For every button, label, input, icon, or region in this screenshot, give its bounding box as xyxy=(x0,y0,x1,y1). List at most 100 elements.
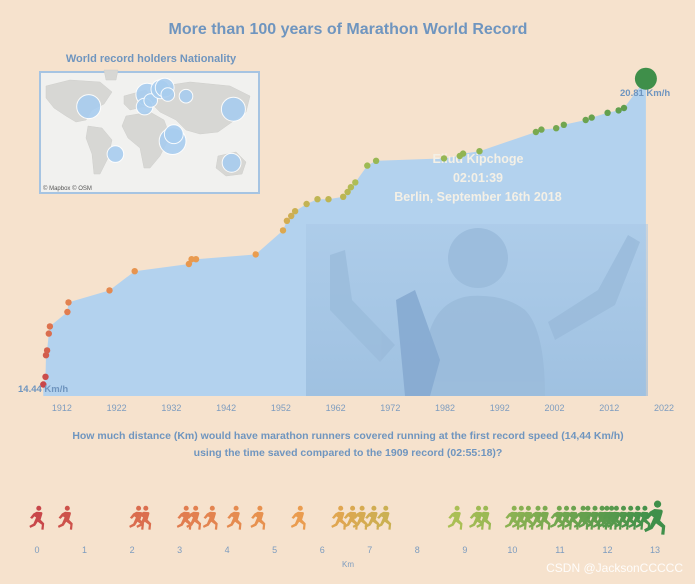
record-point[interactable] xyxy=(291,208,299,215)
year-tick-label: 1912 xyxy=(52,403,72,413)
km-tick-label: 3 xyxy=(177,545,182,555)
year-tick-label: 1962 xyxy=(326,403,346,413)
record-point[interactable] xyxy=(40,381,47,388)
africa-land xyxy=(121,111,171,169)
record-point[interactable] xyxy=(615,107,622,114)
record-point[interactable] xyxy=(42,352,50,359)
record-point[interactable] xyxy=(325,196,332,203)
flag-shape xyxy=(396,290,440,396)
record-point[interactable] xyxy=(65,299,72,306)
record-point[interactable] xyxy=(303,200,310,208)
record-point[interactable] xyxy=(42,373,49,380)
current-record-runner[interactable] xyxy=(644,500,666,535)
runner-marker[interactable] xyxy=(226,505,242,530)
record-point[interactable] xyxy=(283,217,291,224)
km-tick-label: 8 xyxy=(415,545,420,555)
nationality-bubble xyxy=(221,152,242,173)
south-america-land xyxy=(85,125,113,175)
runner-marker[interactable] xyxy=(290,505,306,530)
km-tick-label: 1 xyxy=(82,545,87,555)
record-point[interactable] xyxy=(560,121,567,128)
record-point[interactable] xyxy=(604,109,611,117)
runner-left-arm-shape xyxy=(330,250,395,362)
record-point[interactable] xyxy=(188,256,195,263)
record-point[interactable] xyxy=(476,148,483,155)
record-point[interactable] xyxy=(46,323,54,330)
runner-marker[interactable] xyxy=(376,505,392,530)
nationality-bubble xyxy=(106,145,125,163)
km-tick-label: 4 xyxy=(225,545,230,555)
runner-marker[interactable] xyxy=(29,505,45,530)
record-point[interactable] xyxy=(538,126,545,133)
record-point[interactable] xyxy=(347,184,355,191)
record-point[interactable] xyxy=(131,268,138,275)
current-record-point[interactable] xyxy=(634,67,657,90)
km-tick-label: 13 xyxy=(650,545,660,555)
record-point[interactable] xyxy=(288,212,295,220)
runners-strip[interactable] xyxy=(29,500,666,535)
question-line-2: using the time saved compared to the 190… xyxy=(194,447,503,459)
record-point[interactable] xyxy=(588,114,595,121)
year-tick-label: 1932 xyxy=(161,403,181,413)
record-point[interactable] xyxy=(372,157,380,164)
start-speed-label: 14.44 Km/h xyxy=(18,384,68,395)
chart-title: More than 100 years of Marathon World Re… xyxy=(169,21,528,38)
nationality-bubble xyxy=(178,88,194,104)
nationality-map[interactable]: World record holders Nationality © Mapbo… xyxy=(39,53,260,194)
runner-marker[interactable] xyxy=(447,505,463,530)
year-tick-label: 1922 xyxy=(107,403,127,413)
runner-body-shape xyxy=(430,295,545,396)
year-axis: 1912 1922 1932 1942 1952 1962 1972 1982 1992 2002… xyxy=(52,403,674,413)
question-line-1: How much distance (Km) would have marath… xyxy=(72,430,623,442)
record-points[interactable] xyxy=(40,67,657,388)
record-point[interactable] xyxy=(43,347,51,354)
year-tick-label: 2002 xyxy=(545,403,565,413)
record-holder-photo xyxy=(306,224,648,396)
record-point[interactable] xyxy=(106,287,113,294)
record-point[interactable] xyxy=(582,116,589,124)
km-tick-label: 10 xyxy=(507,545,517,555)
record-place: Berlin, September 16th 2018 xyxy=(394,190,561,204)
nationality-bubble xyxy=(163,124,184,145)
runner-right-arm-shape xyxy=(548,235,640,340)
record-point[interactable] xyxy=(64,308,71,316)
km-tick-label: 9 xyxy=(462,545,467,555)
record-point[interactable] xyxy=(532,128,540,136)
year-tick-label: 2022 xyxy=(654,403,674,413)
runner-marker[interactable] xyxy=(57,505,73,530)
record-point[interactable] xyxy=(459,150,467,157)
record-point[interactable] xyxy=(192,256,200,263)
record-point[interactable] xyxy=(344,188,351,196)
record-point[interactable] xyxy=(440,155,448,162)
greenland-land xyxy=(103,69,119,81)
year-tick-label: 1992 xyxy=(490,403,510,413)
year-tick-label: 1972 xyxy=(380,403,400,413)
record-point[interactable] xyxy=(314,196,321,203)
km-tick-label: 5 xyxy=(272,545,277,555)
km-tick-label: 0 xyxy=(34,545,39,555)
km-tick-label: 6 xyxy=(320,545,325,555)
record-point[interactable] xyxy=(252,251,259,258)
runner-marker[interactable] xyxy=(202,505,218,530)
record-point[interactable] xyxy=(620,104,628,112)
year-tick-label: 1982 xyxy=(435,403,455,413)
record-point[interactable] xyxy=(45,330,52,337)
end-speed-label: 20.81 Km/h xyxy=(620,88,670,99)
record-point[interactable] xyxy=(364,162,371,169)
record-point[interactable] xyxy=(340,193,347,200)
km-tick-label: 11 xyxy=(555,545,564,555)
record-time: 02:01:39 xyxy=(453,171,503,185)
year-tick-label: 2012 xyxy=(599,403,619,413)
runner-marker[interactable] xyxy=(250,505,266,530)
km-axis-label: Km xyxy=(342,560,354,569)
record-point[interactable] xyxy=(553,125,560,132)
nationality-bubble xyxy=(160,87,176,102)
record-point[interactable] xyxy=(352,179,359,186)
map-attribution: © Mapbox © OSM xyxy=(43,185,92,192)
km-tick-label: 7 xyxy=(367,545,372,555)
year-tick-label: 1942 xyxy=(216,403,236,413)
runner-head-shape xyxy=(448,228,508,288)
record-point[interactable] xyxy=(279,227,287,234)
record-point[interactable] xyxy=(185,260,193,268)
